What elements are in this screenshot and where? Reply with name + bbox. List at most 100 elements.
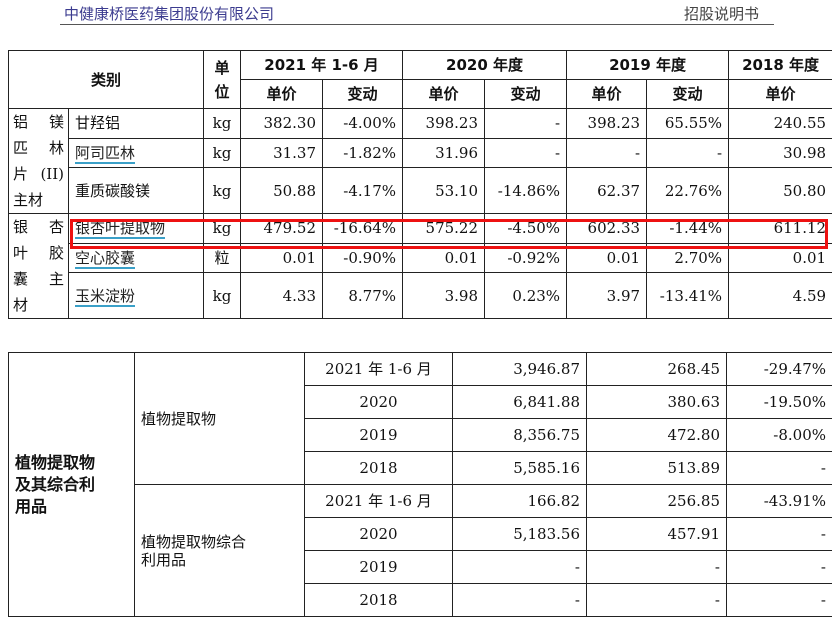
value-cell: -: [586, 583, 727, 617]
value-cell: -16.64%: [322, 213, 404, 244]
highlight-box: [70, 219, 828, 249]
company-name: 中健康桥医药集团股份有限公司: [64, 5, 275, 23]
value-cell: 50.80: [728, 167, 832, 214]
period-cell: 2020: [304, 517, 453, 551]
value-cell: -: [452, 583, 587, 617]
value-cell: -8.00%: [726, 418, 832, 452]
subgroup-label: 植物提取物综合 利用品: [134, 484, 305, 617]
price-subheader: 单价: [566, 79, 648, 109]
value-cell: 5,183.56: [452, 517, 587, 551]
value-cell: -1.82%: [322, 137, 404, 169]
value-cell: -: [726, 451, 832, 485]
unit-cell: kg: [203, 137, 242, 169]
value-cell: 8,356.75: [452, 418, 587, 452]
value-cell: 4.59: [728, 272, 832, 319]
unit-cell: kg: [203, 272, 242, 319]
price-subheader: 单价: [402, 79, 486, 109]
value-cell: 62.37: [566, 167, 648, 214]
value-cell: 4.33: [240, 272, 324, 319]
value-cell: 611.12: [728, 213, 832, 244]
value-cell: 380.63: [586, 385, 727, 419]
group-label: 铝 镁 匹 林 片(II) 主材: [8, 108, 69, 214]
item-name: 甘羟铝: [67, 108, 205, 139]
subgroup-label: 植物提取物: [134, 352, 305, 485]
header-rule: [60, 24, 774, 25]
item-name: 阿司匹林: [67, 137, 205, 169]
value-cell: 0.23%: [484, 272, 568, 319]
item-name: 重质碳酸镁: [67, 167, 205, 214]
value-cell: 30.98: [728, 137, 832, 169]
period-header: 2021 年 1-6 月: [240, 50, 404, 80]
item-name: 玉米淀粉: [67, 272, 205, 319]
value-cell: 268.45: [586, 352, 727, 386]
value-cell: -: [726, 517, 832, 551]
period-header: 2019 年度: [566, 50, 730, 80]
value-cell: -1.44%: [646, 213, 730, 244]
value-cell: -4.17%: [322, 167, 404, 214]
unit-cell: kg: [203, 167, 242, 214]
value-cell: -: [586, 550, 727, 584]
value-cell: 602.33: [566, 213, 648, 244]
unit-header: 单位: [203, 50, 242, 109]
value-cell: 22.76%: [646, 167, 730, 214]
category-label: 植物提取物 及其综合利 用品: [8, 352, 135, 617]
value-cell: -14.86%: [484, 167, 568, 214]
value-cell: 398.23: [566, 108, 648, 139]
value-cell: 53.10: [402, 167, 486, 214]
value-cell: -13.41%: [646, 272, 730, 319]
change-subheader: 变动: [484, 79, 568, 109]
value-cell: 65.55%: [646, 108, 730, 139]
sales-table: 植物提取物 及其综合利 用品 植物提取物 2021 年 1-6 月 3,946.…: [8, 352, 832, 617]
value-cell: -29.47%: [726, 352, 832, 386]
value-cell: -: [484, 137, 568, 169]
value-cell: 6,841.88: [452, 385, 587, 419]
period-cell: 2019: [304, 550, 453, 584]
value-cell: 513.89: [586, 451, 727, 485]
value-cell: -19.50%: [726, 385, 832, 419]
group-label: 银 杏 叶 胶 囊 主 材: [8, 213, 69, 319]
unit-cell: kg: [203, 108, 242, 139]
period-cell: 2018: [304, 583, 453, 617]
period-cell: 2018: [304, 451, 453, 485]
category-header: 类别: [7, 50, 205, 109]
value-cell: -: [566, 137, 648, 169]
value-cell: -: [646, 137, 730, 169]
value-cell: 8.77%: [322, 272, 404, 319]
period-header: 2020 年度: [402, 50, 568, 80]
value-cell: 3,946.87: [452, 352, 587, 386]
value-cell: 382.30: [240, 108, 324, 139]
value-cell: 398.23: [402, 108, 486, 139]
change-subheader: 变动: [322, 79, 404, 109]
period-header: 2018 年度: [728, 50, 832, 80]
value-cell: 31.96: [402, 137, 486, 169]
item-name: 银杏叶提取物: [67, 213, 205, 244]
document-type: 招股说明书: [684, 5, 760, 23]
value-cell: -4.00%: [322, 108, 404, 139]
value-cell: 472.80: [586, 418, 727, 452]
value-cell: 31.37: [240, 137, 324, 169]
value-cell: -43.91%: [726, 484, 832, 518]
period-cell: 2021 年 1-6 月: [304, 484, 453, 518]
value-cell: 5,585.16: [452, 451, 587, 485]
value-cell: 457.91: [586, 517, 727, 551]
value-cell: 3.98: [402, 272, 486, 319]
value-cell: 3.97: [566, 272, 648, 319]
value-cell: 50.88: [240, 167, 324, 214]
unit-cell: kg: [203, 213, 242, 244]
value-cell: 166.82: [452, 484, 587, 518]
value-cell: 0.01: [402, 242, 486, 274]
period-cell: 2019: [304, 418, 453, 452]
period-cell: 2020: [304, 385, 453, 419]
price-subheader: 单价: [728, 79, 832, 109]
value-cell: 240.55: [728, 108, 832, 139]
value-cell: -: [452, 550, 587, 584]
value-cell: -: [484, 108, 568, 139]
period-cell: 2021 年 1-6 月: [304, 352, 453, 386]
value-cell: -4.50%: [484, 213, 568, 244]
change-subheader: 变动: [646, 79, 730, 109]
value-cell: -: [726, 550, 832, 584]
value-cell: 256.85: [586, 484, 727, 518]
price-subheader: 单价: [240, 79, 324, 109]
page-header: 中健康桥医药集团股份有限公司 招股说明书: [0, 0, 832, 26]
value-cell: -: [726, 583, 832, 617]
